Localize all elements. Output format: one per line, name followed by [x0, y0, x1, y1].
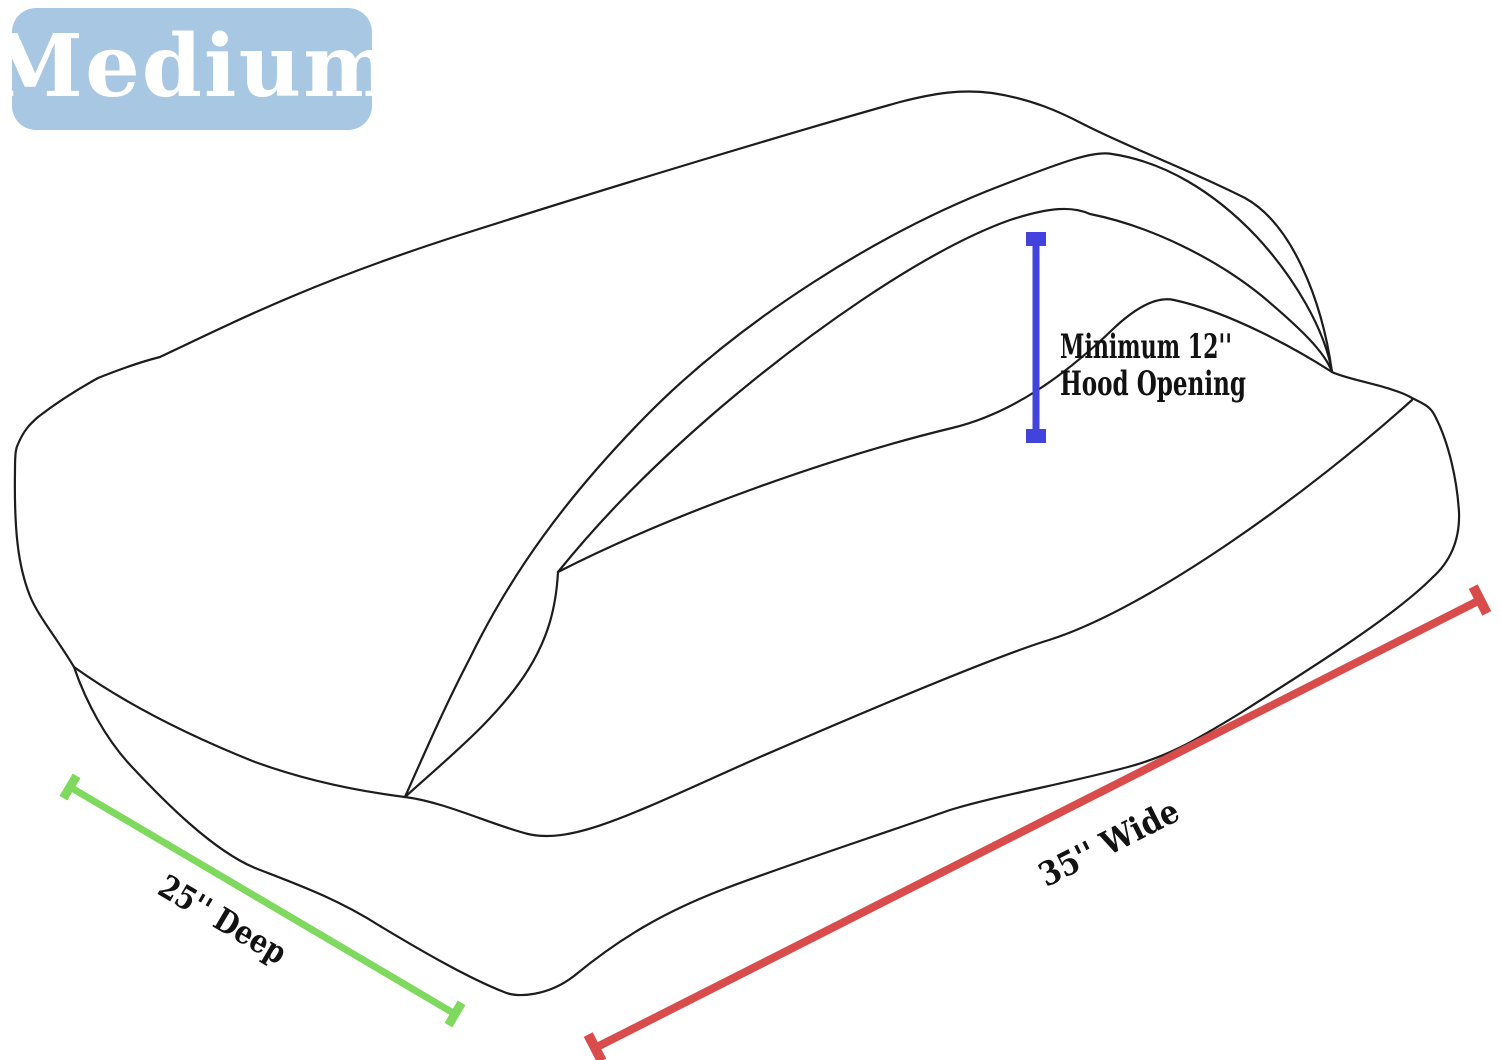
depth-label: 25'' Deep: [152, 867, 294, 972]
depth-dimension-line: [59, 773, 466, 1028]
depth-dimension-cap: [444, 1000, 466, 1028]
hood-inner-edge: [403, 207, 1334, 799]
cushion-edge: [556, 298, 1334, 574]
width-dimension-shaft: [593, 596, 1482, 1052]
hood-opening-label-line1: Minimum 12'': [1060, 327, 1232, 367]
depth-dimension-shaft: [68, 783, 457, 1018]
width-dimension-cap: [583, 1032, 607, 1060]
hood-opening-dimension-line: [1026, 232, 1046, 443]
hood-opening-label-line2: Hood Opening: [1060, 364, 1246, 404]
width-dimension-line: [583, 584, 1492, 1060]
bed-outer-silhouette: [13, 90, 1461, 997]
width-label: 35'' Wide: [1032, 791, 1185, 895]
size-badge-label: Medium: [0, 16, 397, 117]
hood-outer-edge: [403, 152, 1334, 799]
width-dimension-cap: [1468, 584, 1492, 616]
bed-outline-group: [13, 90, 1461, 997]
size-badge: Medium: [0, 8, 394, 130]
depth-dimension-cap: [59, 773, 81, 801]
base-top-rim: [72, 398, 1414, 838]
